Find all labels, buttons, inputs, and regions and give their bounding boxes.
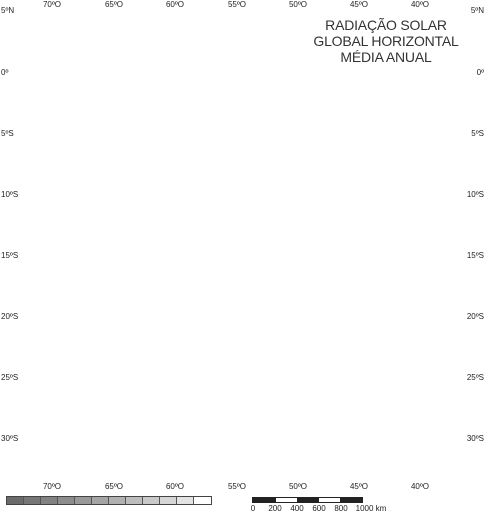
scale-tick-label: 1000 km [355, 504, 387, 513]
legend-swatch [75, 497, 92, 504]
legend-swatch [177, 497, 194, 504]
lon-label-bottom: 50ºO [288, 482, 308, 491]
lon-label-top: 40ºO [410, 0, 430, 9]
legend-swatch [7, 497, 24, 504]
lon-label-top: 50ºO [288, 0, 308, 9]
lat-label-left: 25ºS [1, 373, 19, 382]
legend-swatch [24, 497, 41, 504]
color-legend [6, 496, 212, 505]
lon-label-top: 55ºO [227, 0, 247, 9]
lat-label-left: 0º [1, 68, 9, 77]
scale-tick-label: 400 [290, 504, 304, 513]
scale-segment [340, 498, 363, 502]
legend-swatch [126, 497, 143, 504]
lat-label-right: 15ºS [466, 251, 484, 260]
lon-label-top: 60ºO [165, 0, 185, 9]
lon-label-bottom: 70ºO [42, 482, 62, 491]
lon-label-bottom: 65ºO [104, 482, 124, 491]
lon-label-bottom: 55ºO [227, 482, 247, 491]
scale-tick-label: 800 [334, 504, 348, 513]
lat-label-right: 20ºS [466, 312, 484, 321]
scale-segment [275, 498, 298, 502]
scale-tick-label: 200 [268, 504, 282, 513]
lat-label-right: 5ºN [470, 6, 484, 15]
lon-label-bottom: 40ºO [410, 482, 430, 491]
lat-label-right: 5ºS [471, 129, 484, 138]
lon-label-top: 65ºO [104, 0, 124, 9]
scale-tick-label: 600 [312, 504, 326, 513]
legend-swatch [194, 497, 211, 504]
lat-label-left: 15ºS [1, 251, 19, 260]
lat-label-left: 5ºN [1, 6, 15, 15]
legend-swatch [143, 497, 160, 504]
lat-label-left: 10ºS [1, 190, 19, 199]
lon-label-top: 70ºO [42, 0, 62, 9]
legend-swatch [109, 497, 126, 504]
map-title-line-3: MÉDIA ANUAL [340, 49, 432, 65]
lon-label-top: 45ºO [349, 0, 369, 9]
lat-label-left: 30ºS [1, 434, 19, 443]
lat-label-right: 10ºS [466, 190, 484, 199]
scale-tick-label: 0 [250, 504, 256, 513]
lon-label-bottom: 60ºO [165, 482, 185, 491]
lat-label-right: 0º [476, 68, 484, 77]
legend-swatch [92, 497, 109, 504]
map-title: RADIAÇÃO SOLAR GLOBAL HORIZONTAL MÉDIA A… [300, 17, 472, 65]
map-title-line-1: RADIAÇÃO SOLAR [325, 17, 447, 33]
map-title-line-2: GLOBAL HORIZONTAL [313, 33, 459, 49]
lon-label-bottom: 45ºO [349, 482, 369, 491]
lat-label-right: 30ºS [466, 434, 484, 443]
lat-label-left: 20ºS [1, 312, 19, 321]
legend-swatch [41, 497, 58, 504]
scale-segment [253, 498, 276, 502]
legend-swatch [58, 497, 75, 504]
scale-segment [297, 498, 319, 502]
lat-label-right: 25ºS [466, 373, 484, 382]
legend-swatch [160, 497, 177, 504]
lat-label-left: 5ºS [1, 129, 14, 138]
scale-bar [252, 497, 363, 503]
scale-segment [318, 498, 341, 502]
